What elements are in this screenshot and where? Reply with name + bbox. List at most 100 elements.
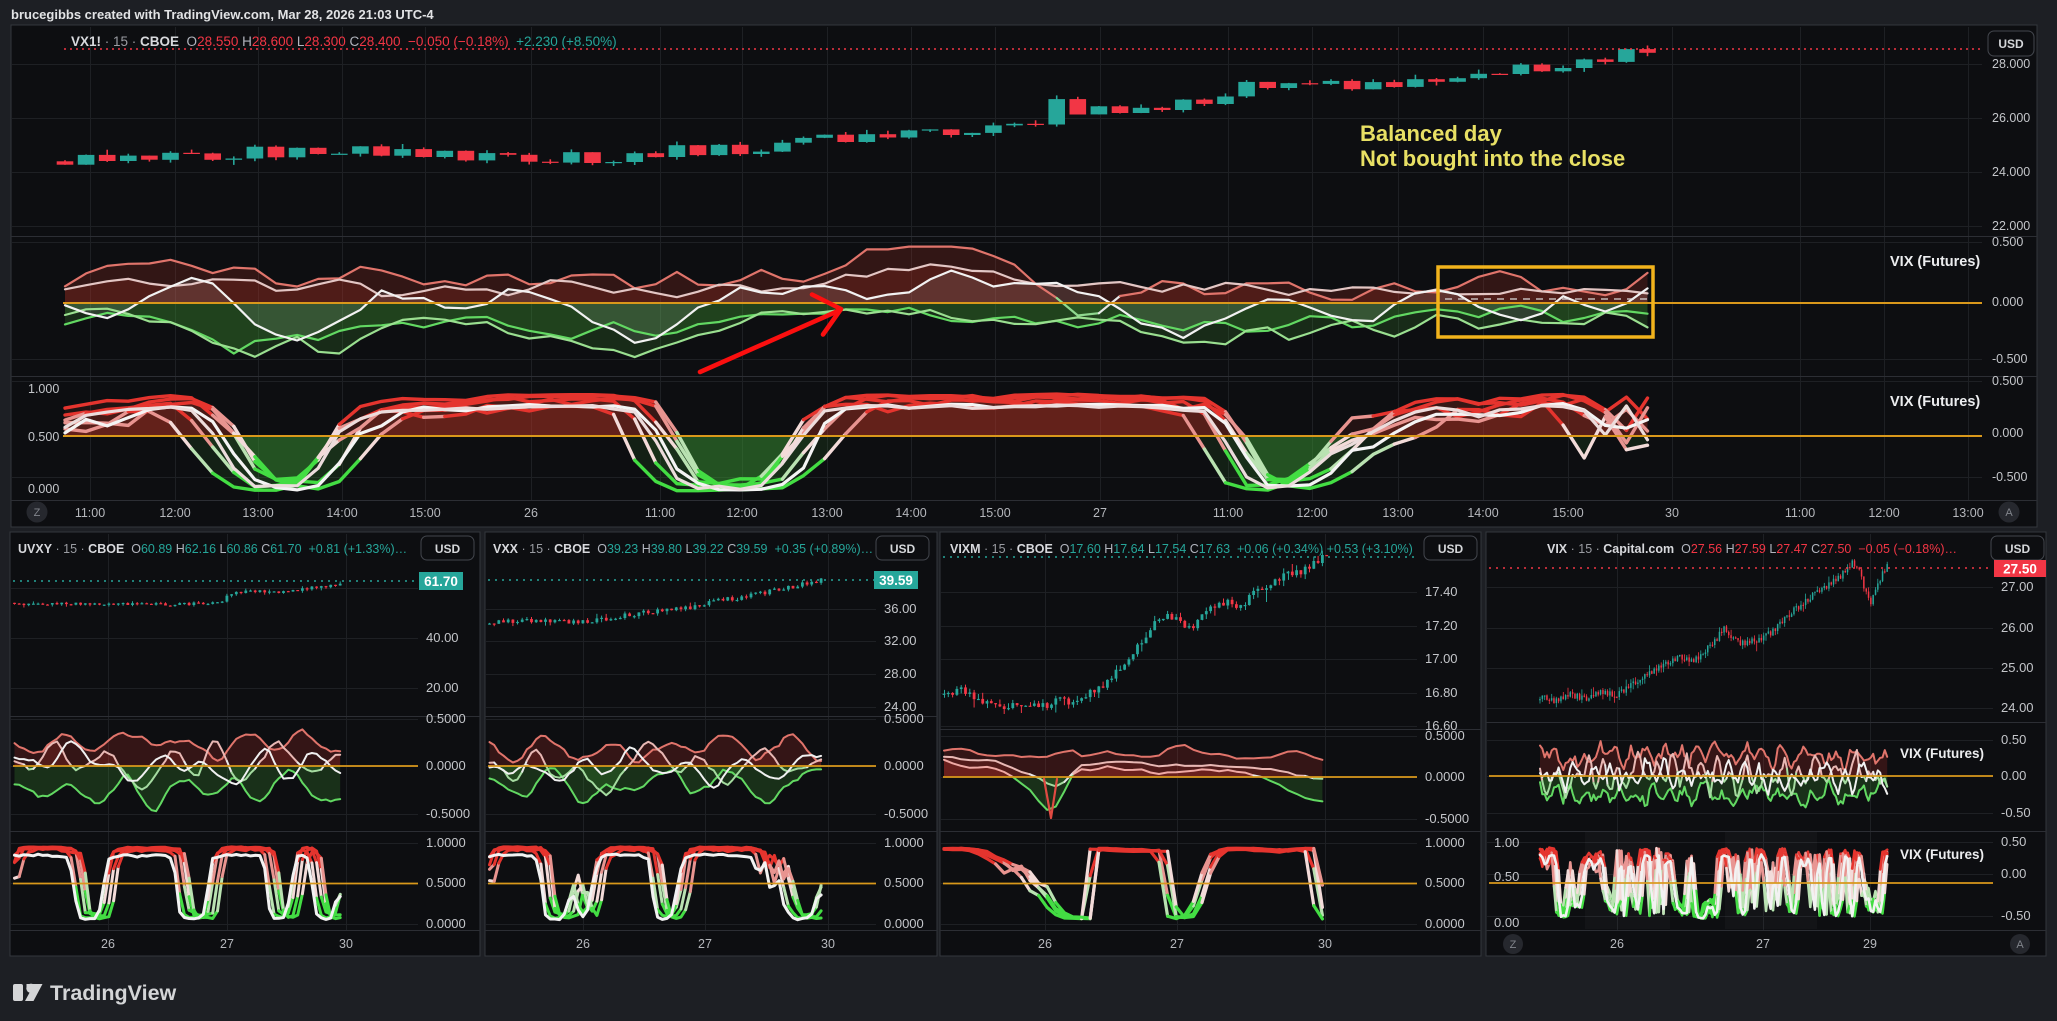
svg-text:30: 30 [339,937,353,951]
svg-text:11:00: 11:00 [1785,506,1815,520]
svg-text:VX1! · 15 · CBOE O28.550 H28.: VX1! · 15 · CBOE O28.550 H28.600 L28.300… [71,34,617,49]
svg-text:0.5000: 0.5000 [884,875,924,890]
svg-text:0.5000: 0.5000 [1425,875,1465,890]
svg-text:30: 30 [821,937,835,951]
svg-text:11:00: 11:00 [75,506,105,520]
svg-text:0.00: 0.00 [2001,768,2026,783]
svg-text:20.00: 20.00 [426,680,459,695]
svg-text:11:00: 11:00 [1213,506,1243,520]
svg-text:Balanced day: Balanced day [1360,121,1503,146]
svg-text:USD: USD [1438,542,1464,556]
svg-text:27: 27 [1093,506,1107,520]
svg-text:0.500: 0.500 [1992,235,2023,249]
svg-text:USD: USD [435,542,461,556]
svg-text:VIX (Futures): VIX (Futures) [1900,746,1984,761]
svg-text:27: 27 [220,937,234,951]
svg-text:27.50: 27.50 [2003,561,2037,576]
svg-text:61.70: 61.70 [424,574,458,589]
svg-text:15:00: 15:00 [1552,506,1583,520]
svg-text:17.40: 17.40 [1425,584,1458,599]
svg-text:28.000: 28.000 [1992,57,2030,71]
svg-text:27: 27 [698,937,712,951]
svg-text:30: 30 [1665,506,1679,520]
svg-text:-0.5000: -0.5000 [884,806,928,821]
svg-text:39.59: 39.59 [879,573,913,588]
svg-text:12:00: 12:00 [1296,506,1327,520]
svg-text:1.0000: 1.0000 [884,835,924,850]
svg-text:17.00: 17.00 [1425,651,1458,666]
svg-text:27.00: 27.00 [2001,579,2034,594]
svg-text:1.0000: 1.0000 [426,835,466,850]
svg-text:29: 29 [1863,937,1877,951]
svg-text:USD: USD [1998,37,2024,51]
svg-text:TradingView: TradingView [50,981,177,1005]
svg-text:12:00: 12:00 [726,506,757,520]
svg-text:30: 30 [1318,937,1332,951]
svg-text:1.0000: 1.0000 [1425,835,1465,850]
svg-text:0.00: 0.00 [1494,915,1519,930]
svg-text:16.80: 16.80 [1425,685,1458,700]
svg-text:UVXY · 15 · CBOE O60.89 H62.1: UVXY · 15 · CBOE O60.89 H62.16 L60.86 C6… [18,542,407,556]
svg-text:A: A [2005,507,2013,519]
svg-text:14:00: 14:00 [1467,506,1498,520]
svg-text:VIX (Futures): VIX (Futures) [1890,394,1980,410]
svg-text:14:00: 14:00 [895,506,926,520]
svg-text:26: 26 [1038,937,1052,951]
svg-text:26.00: 26.00 [2001,620,2034,635]
svg-text:0.5000: 0.5000 [884,711,924,726]
svg-text:-0.5000: -0.5000 [1425,811,1469,826]
svg-text:27: 27 [1756,937,1770,951]
svg-text:26: 26 [101,937,115,951]
svg-text:-0.500: -0.500 [1992,470,2027,484]
svg-text:0.50: 0.50 [2001,834,2026,849]
svg-text:0.5000: 0.5000 [426,711,466,726]
svg-text:13:00: 13:00 [811,506,842,520]
svg-text:13:00: 13:00 [1952,506,1983,520]
svg-text:VIX (Futures): VIX (Futures) [1900,847,1984,862]
svg-text:0.000: 0.000 [1992,426,2023,440]
svg-text:A: A [2016,939,2024,951]
svg-text:40.00: 40.00 [426,630,459,645]
svg-text:0.0000: 0.0000 [426,758,466,773]
svg-text:12:00: 12:00 [159,506,190,520]
svg-text:0.50: 0.50 [2001,732,2026,747]
svg-text:24.00: 24.00 [2001,700,2034,715]
svg-text:13:00: 13:00 [242,506,273,520]
svg-text:0.0000: 0.0000 [1425,769,1465,784]
svg-text:-0.50: -0.50 [2001,805,2031,820]
svg-text:Z: Z [1510,939,1517,951]
svg-text:12:00: 12:00 [1868,506,1899,520]
svg-text:1.00: 1.00 [1494,835,1519,850]
svg-text:0.500: 0.500 [1992,374,2023,388]
svg-text:13:00: 13:00 [1382,506,1413,520]
svg-text:1.000: 1.000 [28,382,59,396]
svg-text:17.20: 17.20 [1425,618,1458,633]
svg-text:-0.500: -0.500 [1992,352,2027,366]
svg-text:14:00: 14:00 [326,506,357,520]
svg-text:26: 26 [576,937,590,951]
svg-text:brucegibbs created with Tradin: brucegibbs created with TradingView.com,… [11,7,434,22]
svg-text:0.0000: 0.0000 [884,758,924,773]
svg-text:11:00: 11:00 [645,506,675,520]
svg-text:16.60: 16.60 [1425,718,1458,733]
svg-text:15:00: 15:00 [409,506,440,520]
svg-text:28.00: 28.00 [884,666,917,681]
svg-text:32.00: 32.00 [884,633,917,648]
svg-text:Not bought into the close: Not bought into the close [1360,146,1625,171]
svg-text:27: 27 [1170,937,1184,951]
svg-text:0.50: 0.50 [1494,869,1519,884]
svg-text:-0.5000: -0.5000 [426,806,470,821]
svg-text:0.500: 0.500 [28,430,59,444]
svg-text:VXX · 15 · CBOE O39.23 H39.80: VXX · 15 · CBOE O39.23 H39.80 L39.22 C39… [493,542,873,556]
svg-text:Z: Z [34,507,41,519]
svg-text:USD: USD [890,542,916,556]
svg-text:36.00: 36.00 [884,601,917,616]
svg-text:0.000: 0.000 [28,482,59,496]
svg-text:22.000: 22.000 [1992,219,2030,233]
svg-text:0.0000: 0.0000 [1425,916,1465,931]
svg-text:0.0000: 0.0000 [426,916,466,931]
svg-text:0.5000: 0.5000 [426,875,466,890]
svg-text:USD: USD [2005,542,2031,556]
svg-text:-0.50: -0.50 [2001,908,2031,923]
svg-text:0.000: 0.000 [1992,295,2023,309]
